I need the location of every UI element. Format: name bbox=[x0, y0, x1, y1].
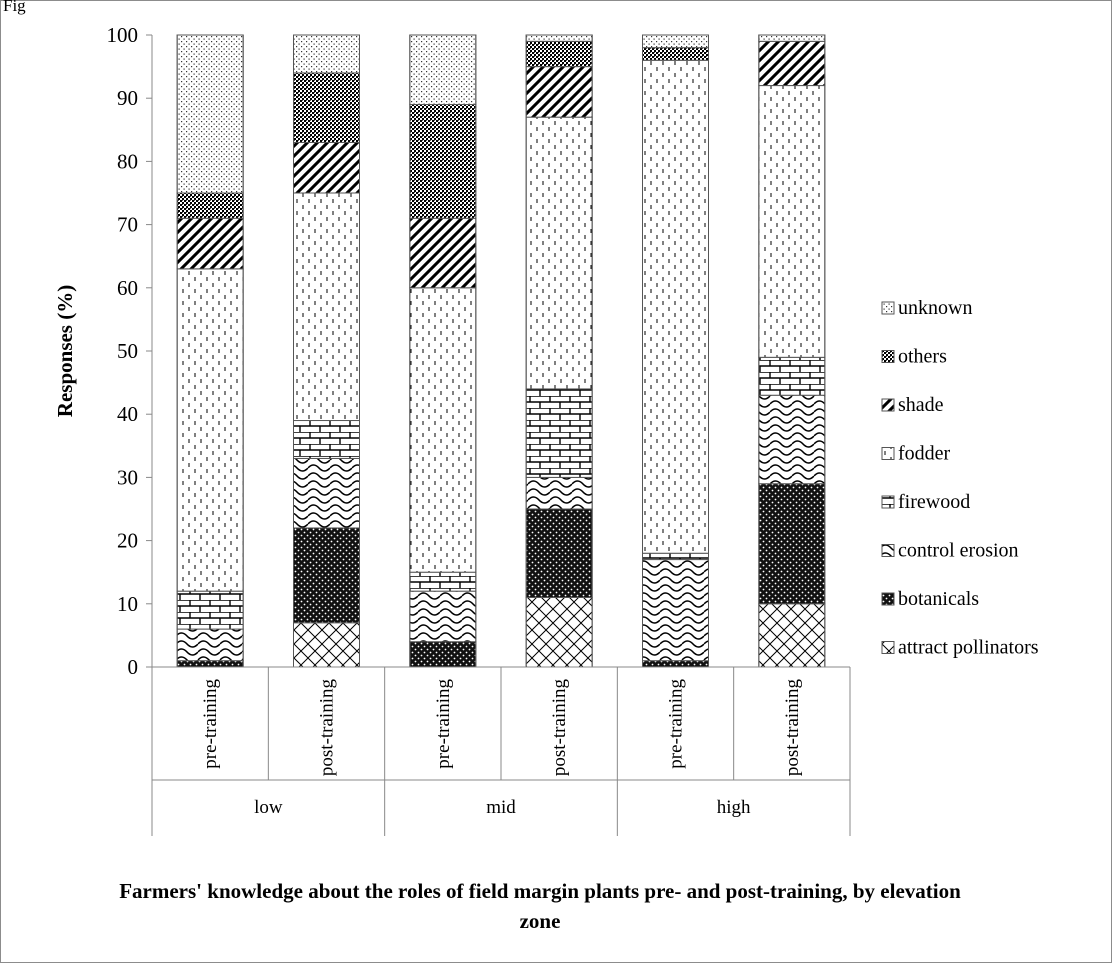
group-label: high bbox=[717, 797, 751, 818]
bar-segment bbox=[176, 268, 244, 592]
bar-segment bbox=[642, 552, 709, 561]
y-axis: 0 10 20 30 40 50 60 70 80 90 100 Responses (%) bbox=[53, 23, 153, 836]
x-axis-title: Farmers' knowledge about the roles of fi… bbox=[119, 879, 961, 933]
y-axis-label: Responses (%) bbox=[53, 285, 77, 417]
y-tick-label: 90 bbox=[117, 86, 138, 110]
bar-segment bbox=[176, 217, 244, 270]
bar-segment bbox=[409, 590, 477, 643]
bar-segment bbox=[758, 603, 826, 668]
legend-swatch bbox=[881, 398, 895, 412]
legend-label: others bbox=[898, 346, 947, 368]
legend-label: control erosion bbox=[898, 540, 1019, 562]
y-tick-label: 30 bbox=[117, 465, 138, 489]
y-tick-label: 80 bbox=[117, 149, 138, 173]
bar-segment bbox=[525, 388, 593, 478]
legend-swatch bbox=[881, 447, 895, 460]
bar-segment bbox=[176, 628, 244, 662]
legend-swatch bbox=[881, 301, 895, 315]
x-axis: pre-training post-training pre-training pos… bbox=[151, 666, 851, 836]
legend-label: firewood bbox=[898, 491, 970, 513]
bar-segment bbox=[525, 40, 593, 68]
legend-label: attract pollinators bbox=[898, 637, 1039, 659]
bar-segment bbox=[758, 34, 826, 42]
bar-segment bbox=[409, 104, 477, 219]
group-label: mid bbox=[486, 797, 516, 818]
bar-segment bbox=[176, 660, 244, 668]
bar-segment bbox=[293, 527, 360, 624]
y-tick-label: 70 bbox=[117, 213, 138, 237]
bar-segment bbox=[642, 59, 709, 554]
bar-segment bbox=[409, 34, 477, 106]
y-tick-label: 10 bbox=[117, 592, 138, 616]
bar-segment bbox=[293, 192, 360, 422]
bar-segment bbox=[409, 641, 477, 668]
y-tick-label: 50 bbox=[117, 339, 138, 363]
y-tick-label: 40 bbox=[117, 402, 138, 426]
bar-segment bbox=[525, 66, 593, 118]
bar-segment bbox=[293, 141, 360, 194]
bar-segment bbox=[642, 660, 709, 668]
bar-segment bbox=[176, 590, 244, 630]
bar-segment bbox=[525, 508, 593, 598]
legend-swatch bbox=[881, 544, 895, 557]
legend-label: unknown bbox=[898, 297, 972, 319]
bar-segment bbox=[293, 622, 360, 668]
legend: unknown others shade fodder firewood control … bbox=[881, 297, 1039, 659]
legend-label: shade bbox=[898, 394, 944, 416]
category-label: post-training bbox=[317, 679, 338, 777]
bar-segment bbox=[409, 287, 477, 573]
bar-segment bbox=[642, 47, 709, 61]
category-label: post-training bbox=[549, 679, 570, 777]
y-tick-label: 60 bbox=[117, 276, 138, 300]
bar-segment bbox=[758, 356, 826, 396]
bars bbox=[176, 34, 826, 668]
bar-segment bbox=[293, 34, 360, 74]
legend-swatch bbox=[881, 495, 895, 509]
bar-segment bbox=[525, 476, 593, 510]
bar-segment bbox=[758, 85, 826, 358]
bar-segment bbox=[525, 34, 593, 42]
bar-segment bbox=[293, 72, 360, 143]
legend-label: fodder bbox=[898, 443, 951, 465]
category-label: pre-training bbox=[200, 679, 221, 769]
legend-swatch bbox=[881, 641, 895, 654]
bar-segment bbox=[409, 571, 477, 592]
legend-label: botanicals bbox=[898, 588, 979, 610]
category-label: post-training bbox=[782, 679, 803, 777]
group-label: low bbox=[254, 797, 283, 818]
bar-segment bbox=[758, 394, 826, 485]
bar-segment bbox=[293, 457, 360, 529]
category-label: pre-training bbox=[433, 679, 454, 769]
bar-segment bbox=[409, 217, 477, 289]
bar-segment bbox=[525, 596, 593, 668]
legend-swatch bbox=[881, 592, 895, 606]
bar-segment bbox=[293, 420, 360, 459]
bar-segment bbox=[758, 483, 826, 605]
y-tick-label: 0 bbox=[128, 655, 139, 679]
bar-segment bbox=[642, 34, 709, 49]
legend-swatch bbox=[881, 350, 895, 363]
y-tick-label: 100 bbox=[107, 23, 139, 47]
bar-segment bbox=[176, 192, 244, 219]
figure-label: Fig bbox=[3, 0, 26, 15]
category-label: pre-training bbox=[666, 679, 687, 769]
y-tick-label: 20 bbox=[117, 529, 138, 553]
bar-segment bbox=[525, 116, 593, 390]
bar-segment bbox=[176, 34, 244, 194]
bar-segment bbox=[642, 559, 709, 662]
bar-segment bbox=[758, 40, 826, 87]
